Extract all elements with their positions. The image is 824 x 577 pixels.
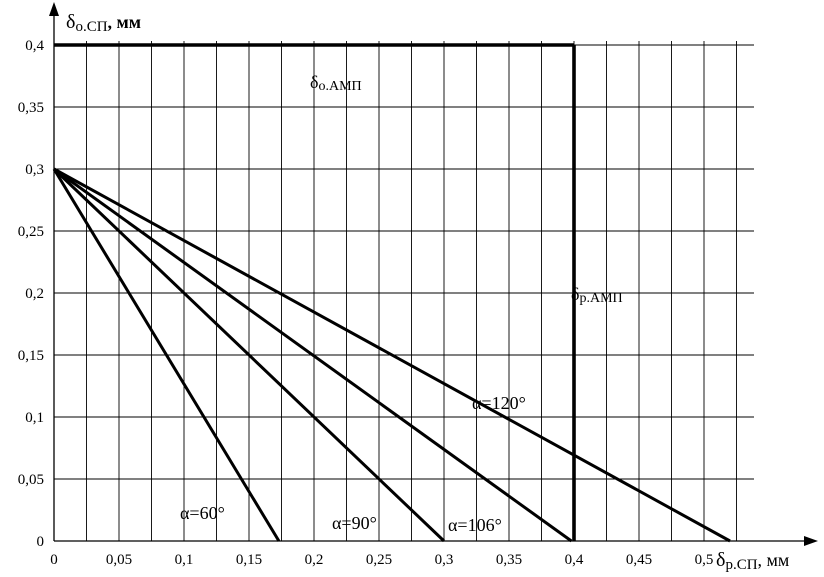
series-label: α=90° xyxy=(332,513,377,533)
x-tick-label: 0,45 xyxy=(626,552,652,568)
y-axis-title-sub: о.СП xyxy=(75,19,107,35)
y-tick-label: 0,2 xyxy=(25,286,44,302)
x-tick-labels: 0 0,05 0,1 0,15 0,2 0,25 0,3 0,35 0,4 0,45 0,5 xyxy=(50,552,713,568)
series-line xyxy=(52,167,446,543)
y-tick-labels: 00,050,10,150,20,250,30,350,40,45 xyxy=(18,38,45,550)
y-axis-title-unit: , мм xyxy=(108,12,142,32)
x-tick-label: 0,3 xyxy=(435,552,454,568)
x-tick-label: 0,5 xyxy=(695,552,714,568)
y-axis-arrow xyxy=(49,2,59,16)
limit-label: δр.АМП xyxy=(571,284,623,306)
y-axis-title: δо.СП, мм xyxy=(66,11,141,35)
limit-label: δо.АМП xyxy=(310,72,362,94)
y-axis-title-main: δ xyxy=(66,11,75,33)
x-axis-title-main: δ xyxy=(716,549,725,571)
limit-label-sub: о.АМП xyxy=(318,79,361,94)
y-tick-label: 0,35 xyxy=(18,100,44,116)
x-tick-label: 0,1 xyxy=(175,552,194,568)
series-line xyxy=(53,167,731,543)
series-label: α=106° xyxy=(448,515,502,535)
limit-label-sub: р.АМП xyxy=(579,291,622,306)
x-axis-title-sub: р.СП xyxy=(725,557,757,573)
series-lines xyxy=(52,167,731,543)
axes xyxy=(49,2,818,546)
x-axis-arrow xyxy=(804,536,818,546)
limits xyxy=(54,43,576,541)
series-label: α=60° xyxy=(180,503,225,523)
x-axis-title-unit: , мм xyxy=(758,550,790,570)
grid xyxy=(54,41,754,541)
series-label: α=120° xyxy=(472,393,526,413)
y-tick-label: 0 xyxy=(37,534,45,550)
y-tick-label: 0,3 xyxy=(25,162,44,178)
x-tick-label: 0,2 xyxy=(305,552,324,568)
x-tick-label: 0,4 xyxy=(565,552,584,568)
series-line xyxy=(53,167,573,543)
limit-label-main: δ xyxy=(571,284,579,304)
y-tick-label: 0,15 xyxy=(18,348,44,364)
x-tick-label: 0,05 xyxy=(106,552,132,568)
x-axis-title: δр.СП, мм xyxy=(716,549,789,573)
y-tick-label: 0,4 xyxy=(25,38,44,54)
y-tick-label: 0,05 xyxy=(18,472,44,488)
x-tick-label: 0,25 xyxy=(366,552,392,568)
series-line xyxy=(52,168,281,542)
limit-label-main: δ xyxy=(310,72,318,92)
x-tick-label: 0,35 xyxy=(496,552,522,568)
x-tick-label: 0 xyxy=(50,552,58,568)
y-tick-label: 0,25 xyxy=(18,224,44,240)
y-tick-label: 0,1 xyxy=(25,410,44,426)
x-tick-label: 0,15 xyxy=(236,552,262,568)
